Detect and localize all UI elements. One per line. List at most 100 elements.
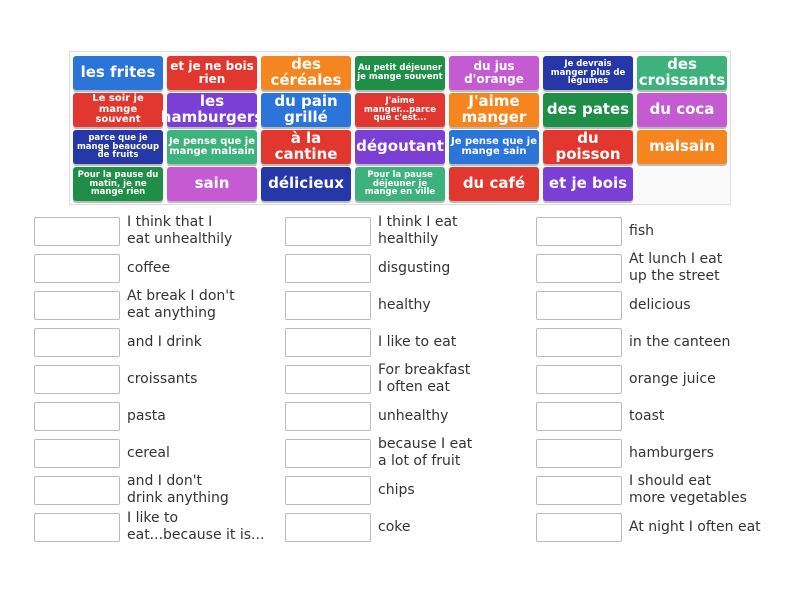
drop-box[interactable] (285, 365, 371, 394)
answer-tile[interactable]: Pour la pause du matin, je ne mange rien (73, 167, 163, 201)
prompt-label: I like to eat...because it is... (127, 510, 287, 544)
drop-box[interactable] (34, 328, 120, 357)
answer-tile[interactable]: les hamburgers (161, 93, 263, 127)
drop-box[interactable] (34, 476, 120, 505)
tile-tray: les frites et je ne bois rien des céréales… (69, 51, 731, 205)
drop-box[interactable] (536, 476, 622, 505)
drop-box[interactable] (536, 291, 622, 320)
drop-box[interactable] (536, 328, 622, 357)
answer-tile[interactable]: du café (449, 167, 539, 201)
drop-box[interactable] (536, 402, 622, 431)
tile-text: les frites (80, 63, 156, 82)
answer-tile[interactable]: à la cantine (261, 130, 351, 164)
prompt-label: orange juice (629, 362, 789, 396)
drop-box[interactable] (285, 328, 371, 357)
drop-box[interactable] (34, 365, 120, 394)
label-line: eat anything (127, 305, 216, 321)
answer-tile[interactable]: malsain (637, 130, 727, 164)
prompt-label: because I eat a lot of fruit (378, 436, 538, 470)
drop-box[interactable] (285, 476, 371, 505)
drop-box[interactable] (285, 439, 371, 468)
answer-tile[interactable]: parce que je mange beaucoup de fruits (73, 130, 163, 164)
tile-text: dégoutant (356, 137, 444, 156)
drop-box[interactable] (34, 513, 120, 542)
answer-tile[interactable]: Je devrais manger plus de légumes (543, 56, 633, 90)
drop-box[interactable] (536, 513, 622, 542)
prompt-label: chips (378, 473, 538, 507)
prompt-label: hamburgers (629, 436, 789, 470)
label-line: eat unhealthily (127, 231, 233, 247)
label-line: cereal (127, 444, 170, 461)
answer-tile[interactable]: Je pense que je mange sain (449, 130, 539, 164)
label-line: in the canteen (629, 333, 731, 350)
prompt-label: healthy (378, 288, 538, 322)
answer-tile[interactable]: Au petit déjeuner je mange souvent (355, 56, 445, 90)
drop-box[interactable] (34, 291, 120, 320)
label-line: coffee (127, 259, 171, 276)
label-line: and I don't (127, 473, 203, 489)
drop-box[interactable] (285, 291, 371, 320)
label-line: coke (378, 518, 411, 535)
answer-tile[interactable]: et je ne bois rien (167, 56, 257, 90)
answer-tile[interactable]: Pour la pause déjeuner je mange en ville (355, 167, 445, 201)
prompt-label: At night I often eat (629, 510, 789, 544)
answer-tile[interactable]: du pain grillé (261, 93, 351, 127)
answer-tile[interactable]: des croissants (637, 56, 727, 90)
prompt-label: For breakfast I often eat (378, 362, 538, 396)
drop-box[interactable] (285, 402, 371, 431)
answer-tile[interactable]: et je bois (543, 167, 633, 201)
label-line: At lunch I eat (629, 251, 723, 267)
label-line: I think that I (127, 214, 213, 230)
drop-box[interactable] (285, 254, 371, 283)
label-line: fish (629, 222, 654, 239)
answer-tile[interactable]: les frites (73, 56, 163, 90)
drop-box[interactable] (536, 365, 622, 394)
drop-box[interactable] (285, 217, 371, 246)
tile-text: du poisson (555, 129, 621, 163)
answer-tile[interactable]: délicieux (261, 167, 351, 201)
label-line: At night I often eat (629, 518, 761, 535)
label-line: delicious (629, 296, 691, 313)
answer-tile[interactable]: des pates (543, 93, 633, 127)
answer-tile[interactable]: des céréales (261, 56, 351, 90)
tile-text: délicieux (268, 174, 344, 193)
prompt-label: At break I don't eat anything (127, 288, 287, 322)
prompt-label: I should eat more vegetables (629, 473, 789, 507)
prompt-label: and I don't drink anything (127, 473, 287, 507)
prompt-label: toast (629, 399, 789, 433)
drop-box[interactable] (34, 254, 120, 283)
drop-box[interactable] (34, 402, 120, 431)
drop-box[interactable] (536, 254, 622, 283)
tile-text: Au petit déjeuner je mange souvent (357, 63, 443, 82)
answer-tile[interactable]: sain (167, 167, 257, 201)
tile-text: du jus d'orange (464, 59, 524, 86)
drop-box[interactable] (285, 513, 371, 542)
tile-text: Pour la pause du matin, je ne mange rien (77, 169, 159, 198)
answer-tile[interactable]: du poisson (543, 130, 633, 164)
answer-tile[interactable]: du coca (637, 93, 727, 127)
label-line: hamburgers (629, 444, 714, 461)
label-line: and I drink (127, 333, 202, 350)
drop-box[interactable] (536, 439, 622, 468)
label-line: I like to eat (378, 333, 457, 350)
drop-box[interactable] (34, 439, 120, 468)
label-line: pasta (127, 407, 166, 424)
prompt-label: cereal (127, 436, 287, 470)
drop-box[interactable] (536, 217, 622, 246)
answer-tile[interactable]: J'aime manger...parce que c'est... (355, 93, 445, 127)
tile-text: du pain grillé (274, 92, 338, 126)
answer-tile[interactable]: du jus d'orange (449, 56, 539, 90)
answer-tile[interactable]: Le soir je mange souvent (73, 93, 163, 127)
drop-box[interactable] (34, 217, 120, 246)
answer-tile[interactable]: dégoutant (355, 130, 445, 164)
label-line: more vegetables (629, 490, 747, 506)
prompt-label: At lunch I eat up the street (629, 251, 789, 285)
tile-text: et je ne bois rien (170, 59, 254, 86)
tile-text: Je pense que je mange sain (451, 135, 538, 157)
tile-text: J'aime manger (461, 92, 527, 126)
label-line: At break I don't (127, 288, 235, 304)
answer-tile[interactable]: Je pense que je mange malsain (167, 130, 257, 164)
prompt-label: croissants (127, 362, 287, 396)
answer-tile[interactable]: J'aime manger (449, 93, 539, 127)
